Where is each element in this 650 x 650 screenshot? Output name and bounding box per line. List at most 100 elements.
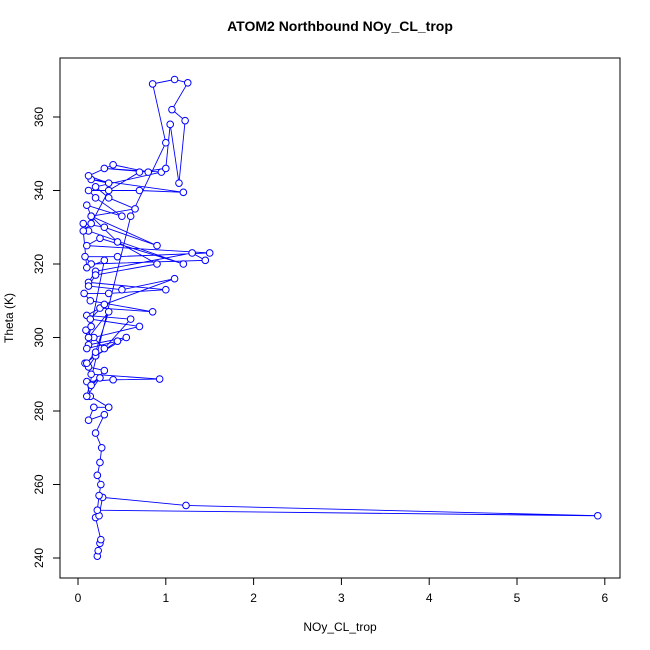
data-point bbox=[144, 168, 153, 176]
data-point bbox=[122, 333, 131, 342]
data-point bbox=[96, 234, 104, 243]
data-point bbox=[100, 300, 109, 309]
data-point bbox=[82, 263, 91, 272]
data-point bbox=[201, 256, 210, 265]
y-axis-label: Theta (K) bbox=[2, 293, 16, 343]
data-point bbox=[188, 249, 196, 257]
x-tick-label: 0 bbox=[75, 591, 82, 605]
data-point bbox=[593, 511, 602, 520]
data-point bbox=[148, 307, 157, 316]
data-point bbox=[126, 315, 135, 323]
data-point bbox=[100, 410, 109, 419]
data-point bbox=[113, 238, 122, 246]
data-point bbox=[162, 138, 170, 147]
x-axis-label: NOy_CL_trop bbox=[303, 620, 377, 634]
data-point bbox=[104, 289, 113, 298]
data-point bbox=[87, 212, 95, 221]
data-point bbox=[84, 171, 93, 180]
data-point bbox=[179, 260, 188, 268]
data-point bbox=[96, 458, 104, 467]
data-point bbox=[100, 366, 109, 375]
data-point bbox=[96, 374, 104, 382]
data-point bbox=[104, 179, 113, 187]
data-point bbox=[100, 223, 109, 232]
x-tick-label: 1 bbox=[162, 591, 169, 605]
data-point bbox=[126, 212, 135, 221]
data-point bbox=[109, 160, 117, 169]
data-point bbox=[162, 164, 170, 173]
data-point bbox=[82, 359, 91, 368]
data-point bbox=[91, 429, 100, 437]
data-point bbox=[113, 252, 122, 261]
data-point bbox=[135, 186, 144, 195]
x-tick-label: 6 bbox=[601, 591, 608, 605]
y-tick-label: 360 bbox=[32, 107, 46, 127]
data-point bbox=[87, 370, 95, 379]
data-point bbox=[113, 337, 122, 345]
data-point bbox=[100, 164, 109, 173]
data-point bbox=[95, 491, 103, 500]
data-point bbox=[91, 194, 100, 202]
chart-title: ATOM2 Northbound NOy_CL_trop bbox=[227, 18, 453, 34]
data-point bbox=[97, 443, 106, 452]
data-line bbox=[82, 79, 598, 557]
data-point bbox=[93, 506, 102, 515]
data-point bbox=[104, 186, 113, 195]
data-point bbox=[84, 333, 93, 342]
y-tick-label: 340 bbox=[32, 180, 46, 200]
data-point bbox=[104, 307, 113, 316]
data-point bbox=[155, 375, 164, 383]
data-point bbox=[93, 471, 102, 480]
y-tick-label: 300 bbox=[32, 327, 46, 347]
data-point bbox=[170, 75, 179, 84]
plot-box bbox=[59, 57, 621, 579]
data-point bbox=[168, 105, 176, 114]
data-point bbox=[181, 116, 189, 125]
data-point bbox=[175, 179, 183, 187]
data-point bbox=[82, 392, 91, 401]
data-point bbox=[166, 120, 174, 129]
data-point bbox=[91, 271, 100, 279]
data-point bbox=[86, 315, 95, 323]
data-point bbox=[109, 375, 117, 384]
data-point bbox=[205, 249, 214, 257]
data-point bbox=[100, 256, 109, 265]
data-point bbox=[179, 188, 188, 197]
data-point bbox=[118, 212, 126, 221]
data-point bbox=[135, 322, 144, 331]
data-point bbox=[90, 403, 98, 412]
data-point bbox=[148, 80, 157, 88]
data-point bbox=[97, 535, 105, 544]
data-point bbox=[100, 344, 109, 353]
data-point bbox=[162, 285, 170, 294]
x-tick-label: 4 bbox=[426, 591, 433, 605]
data-point bbox=[131, 205, 139, 213]
y-tick-label: 240 bbox=[32, 548, 46, 568]
data-point bbox=[79, 227, 88, 235]
data-point bbox=[135, 168, 144, 176]
data-point bbox=[94, 546, 102, 555]
data-point bbox=[81, 252, 89, 261]
data-point bbox=[82, 241, 91, 250]
data-point bbox=[91, 183, 100, 191]
y-tick-label: 280 bbox=[32, 401, 46, 421]
data-point bbox=[82, 326, 90, 334]
data-point bbox=[79, 219, 88, 228]
data-point bbox=[153, 260, 161, 268]
data-point bbox=[84, 186, 93, 195]
data-point bbox=[153, 241, 161, 250]
data-point bbox=[87, 381, 95, 390]
y-tick-label: 320 bbox=[32, 254, 46, 274]
data-point bbox=[84, 282, 93, 290]
y-tick-label: 260 bbox=[32, 474, 46, 494]
data-point bbox=[97, 480, 105, 489]
x-tick-label: 3 bbox=[338, 591, 345, 605]
data-point bbox=[80, 289, 88, 298]
data-point bbox=[104, 194, 113, 202]
data-point bbox=[87, 322, 95, 331]
data-point bbox=[86, 296, 95, 305]
x-tick-label: 2 bbox=[250, 591, 257, 605]
data-point bbox=[182, 501, 190, 510]
data-point bbox=[118, 285, 126, 294]
